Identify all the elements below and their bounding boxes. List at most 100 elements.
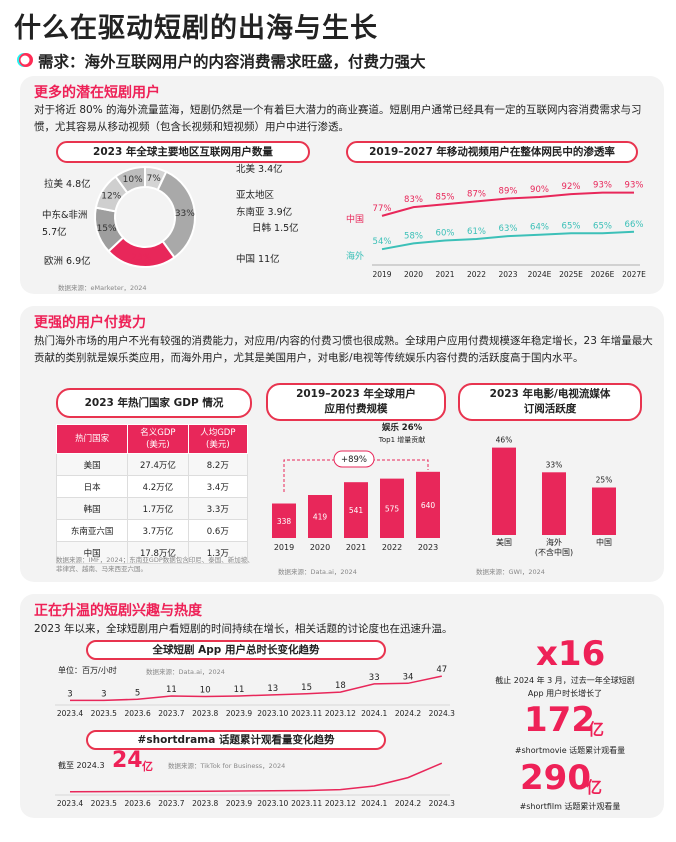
app-pay-bar bbox=[416, 471, 440, 538]
x16-note: 截止 2024 年 3 月，过去一年全球短剧 App 用户时长增长了 bbox=[495, 676, 635, 698]
app-time-value: 3 bbox=[67, 689, 72, 699]
x-tick-label: 2023.8 bbox=[192, 799, 218, 808]
app-time-value: 18 bbox=[335, 681, 346, 691]
line-title-pill: 2019–2027 年移动视频用户在整体网民中的渗透率 bbox=[346, 141, 638, 163]
app-time-value: 3 bbox=[101, 689, 106, 699]
penetration-value-label: 77% bbox=[373, 204, 392, 214]
app-pay-title-pill: 2019–2023 年全球用户 应用付费规模 bbox=[266, 383, 446, 421]
x-tick-label: 2023.10 bbox=[257, 799, 288, 808]
x-tick-label: 2023.11 bbox=[291, 799, 322, 808]
tag-view-line bbox=[69, 762, 443, 793]
v290-value: 290 bbox=[520, 758, 591, 798]
table-cell: 1.7万亿 bbox=[127, 497, 189, 520]
app-pay-bar bbox=[308, 495, 332, 538]
x-tick-label: 2025E bbox=[559, 270, 583, 279]
table-row: 美国 27.4万亿 8.2万 bbox=[55, 453, 249, 476]
x-tick-label: 2022 bbox=[467, 270, 486, 279]
stream-bar-value: 46% bbox=[496, 436, 513, 445]
section-para-payment: 热门海外市场的用户不光有较强的消费能力，对应用/内容的付费习惯也很成熟。全球用户… bbox=[34, 335, 653, 364]
donut-slice-label: 12% bbox=[101, 192, 121, 202]
table-cell: 3.7万亿 bbox=[127, 519, 189, 542]
x-tick-label: 2023.5 bbox=[91, 799, 117, 808]
table-header-cell: 热门国家 bbox=[55, 424, 129, 454]
v290-note: #shortfilm 话题累计观看量 bbox=[519, 802, 621, 811]
penetration-value-label: 60% bbox=[436, 229, 455, 239]
x-tick-label: 2020 bbox=[404, 270, 423, 279]
growth-label: +89% bbox=[341, 455, 367, 465]
v172-value: 172 bbox=[524, 700, 595, 740]
x-tick-label: 2023.9 bbox=[226, 799, 252, 808]
app-pay-bar-value: 640 bbox=[421, 501, 436, 510]
table-cell: 27.4万亿 bbox=[127, 453, 189, 476]
donut-slice-label: 23% bbox=[131, 253, 151, 263]
app-pay-bar bbox=[344, 482, 368, 538]
penetration-value-label: 93% bbox=[593, 181, 612, 191]
unit-label: 单位：百万/小时 bbox=[58, 666, 117, 675]
stream-bar bbox=[492, 447, 516, 535]
x-tick-label: 2023.12 bbox=[325, 799, 356, 808]
donut-slice bbox=[114, 165, 146, 195]
penetration-value-label: 92% bbox=[562, 182, 581, 192]
region-label: 中国 11亿 bbox=[236, 253, 280, 265]
table-header-cell: 人均GDP (美元) bbox=[187, 424, 249, 454]
table-row: 韩国 1.7万亿 3.3万 bbox=[55, 497, 249, 520]
tag-prefix: 截至 2024.3 bbox=[58, 761, 105, 770]
stream-x-label: (不含中国) bbox=[535, 547, 573, 557]
region-label: 北美 3.4亿 bbox=[236, 163, 283, 175]
app-time-line bbox=[70, 675, 442, 702]
x-tick-label: 2023 bbox=[498, 270, 517, 279]
app-time-value: 10 bbox=[200, 686, 211, 696]
table-cell: 1.3万 bbox=[187, 541, 249, 564]
app-time-value: 11 bbox=[166, 685, 177, 695]
source-imf: 数据来源：IMF，2024；东南亚GDP数据包含印尼、泰国、新加坡、菲律宾、越南… bbox=[56, 556, 254, 573]
table-header-cell: 名义GDP (美元) bbox=[127, 424, 189, 454]
x-tick-label: 2024.3 bbox=[429, 709, 455, 718]
stream-title-line1: 2023 年电影/电视流媒体 bbox=[489, 388, 611, 400]
ent-label: 娱乐 26% bbox=[382, 422, 423, 433]
penetration-value-label: 64% bbox=[530, 223, 549, 233]
table-cell: 4.2万亿 bbox=[127, 475, 189, 498]
section-para-potential: 对于将近 80% 的海外流量蓝海，短剧仍然是一个有着巨大潜力的商业赛道。短剧用户… bbox=[34, 104, 642, 133]
penetration-value-label: 65% bbox=[562, 221, 581, 231]
growth-badge bbox=[333, 450, 375, 468]
penetration-line bbox=[381, 191, 634, 217]
donut-title-pill: 2023 年全球主要地区互联网用户数量 bbox=[56, 141, 310, 163]
x-tick-label: 2021 bbox=[435, 270, 454, 279]
stream-x-label: 美国 bbox=[496, 537, 512, 547]
stream-x-label: 中国 bbox=[596, 537, 612, 547]
x-tick-label: 2023.5 bbox=[91, 709, 117, 718]
table-row: 东南亚六国 3.7万亿 0.6万 bbox=[55, 519, 249, 542]
app-time-value: 33 bbox=[369, 673, 380, 683]
x-tick-label: 2024.2 bbox=[395, 709, 421, 718]
region-label: 东南亚 3.9亿 bbox=[236, 206, 292, 218]
penetration-value-label: 90% bbox=[530, 185, 549, 195]
app-pay-bar bbox=[380, 478, 404, 538]
source-tiktok: 数据来源：TikTok for Business，2024 bbox=[168, 762, 286, 770]
donut-slice-label: 33% bbox=[175, 209, 195, 219]
app-pay-title-line2: 应用付费规模 bbox=[324, 403, 388, 415]
table-header-row: 热门国家 名义GDP (美元) 人均GDP (美元) bbox=[55, 424, 249, 454]
penetration-value-label: 61% bbox=[467, 227, 486, 237]
stream-x-label: 海外 bbox=[546, 537, 562, 547]
x-tick-label: 2023.8 bbox=[192, 709, 218, 718]
x-tick-label: 2023.7 bbox=[158, 799, 184, 808]
tiktok-logo-icon bbox=[17, 53, 33, 67]
x-tick-label: 2026E bbox=[591, 270, 615, 279]
v290-unit: 亿 bbox=[586, 778, 603, 797]
app-time-value: 13 bbox=[267, 684, 278, 694]
stream-bar bbox=[592, 487, 616, 535]
table-cell: 8.2万 bbox=[187, 453, 249, 476]
x-tick-label: 2024E bbox=[528, 270, 552, 279]
table-cell: 韩国 bbox=[55, 497, 129, 520]
app-pay-bar-value: 338 bbox=[277, 517, 292, 526]
section-heading-potential: 更多的潜在短剧用户 bbox=[34, 85, 160, 101]
series-label: 中国 bbox=[346, 213, 364, 225]
region-label: 5.7亿 bbox=[42, 226, 67, 238]
tag-value: 24 bbox=[112, 748, 143, 773]
x-tick-label: 2023.6 bbox=[124, 709, 150, 718]
app-pay-bar-value: 419 bbox=[313, 513, 328, 522]
table-cell: 3.4万 bbox=[187, 475, 249, 498]
penetration-value-label: 58% bbox=[404, 231, 423, 241]
